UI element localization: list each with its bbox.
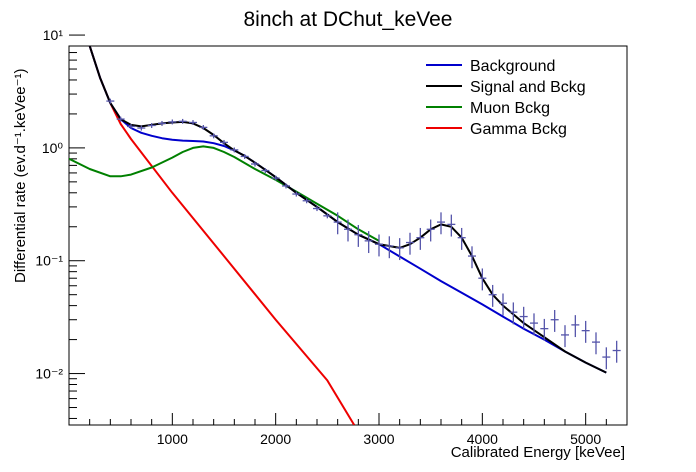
y-axis-label: Differential rate (ev.d⁻¹.keVee⁻¹) (12, 68, 29, 283)
legend-label: Background (470, 58, 555, 75)
x-tick-label: 1000 (157, 431, 188, 447)
legend-label: Muon Bckg (470, 100, 550, 117)
data-point (499, 293, 507, 316)
data-point (106, 98, 115, 104)
data-point (612, 340, 621, 363)
legend-label: Signal and Bckg (470, 79, 586, 96)
data-point (354, 224, 363, 247)
axes-ticks: 1000 2000 3000 4000 5000 10⁻² 10⁻¹ 10⁰ 10¹ (35, 27, 607, 447)
y-tick-label: 10¹ (43, 27, 64, 43)
data-point (416, 227, 425, 250)
data-point (240, 154, 249, 159)
data-point (581, 320, 590, 343)
data-point (147, 123, 156, 128)
x-tick-label: 2000 (260, 431, 291, 447)
data-point (302, 198, 311, 204)
legend: Background Signal and Bckg Muon Bckg Gamma … (426, 58, 586, 138)
x-tick-label: 5000 (570, 431, 601, 447)
legend-entry: Gamma Bckg (426, 121, 567, 138)
data-point (313, 206, 321, 212)
data-point (189, 120, 197, 125)
data-point (344, 219, 352, 242)
data-point (488, 284, 497, 307)
x-tick-label: 4000 (467, 431, 498, 447)
data-point (602, 347, 611, 370)
data-point (116, 116, 125, 122)
legend-entry: Signal and Bckg (426, 79, 586, 96)
data-point (385, 236, 394, 259)
x-tick-label: 3000 (363, 431, 394, 447)
data-point (540, 318, 549, 341)
data-point (395, 238, 404, 261)
data-point (519, 306, 528, 329)
data-point (364, 231, 373, 254)
data-point (426, 219, 435, 242)
data-point (447, 214, 456, 237)
data-point (178, 118, 187, 124)
data-point (509, 302, 518, 325)
data-point (220, 139, 228, 145)
data-point (282, 183, 290, 189)
data-point (561, 325, 569, 348)
data-point (251, 161, 259, 167)
data-point (137, 125, 146, 131)
data-point (457, 227, 466, 250)
legend-entry: Background (426, 58, 555, 75)
data-point (406, 232, 414, 255)
data-point (199, 124, 208, 130)
data-point (571, 315, 580, 338)
y-tick-label: 10⁰ (42, 140, 64, 156)
data-point (530, 313, 538, 336)
data-point (127, 124, 135, 129)
data-point (323, 213, 332, 219)
data-point (375, 234, 383, 257)
series-line-gamma-bckg (88, 46, 356, 425)
data-point (478, 268, 487, 291)
data-point (333, 212, 342, 235)
data-point (158, 120, 166, 126)
y-tick-label: 10⁻¹ (35, 253, 63, 269)
data-points-layer (106, 98, 621, 370)
y-tick-label: 10⁻² (35, 366, 63, 382)
data-point (550, 309, 559, 332)
legend-entry: Muon Bckg (426, 100, 550, 117)
data-point (209, 133, 218, 139)
data-point (437, 212, 445, 235)
series-line-muon-bckg (69, 145, 380, 242)
plot-frame (68, 45, 628, 426)
data-point (261, 168, 270, 174)
data-point (168, 119, 177, 125)
data-point (468, 246, 476, 269)
legend-label: Gamma Bckg (470, 121, 567, 138)
chart-title: 8inch at DChut_keVee (244, 8, 453, 31)
data-point (271, 175, 280, 181)
data-point (230, 147, 239, 153)
data-point (292, 191, 301, 197)
data-point (592, 332, 600, 355)
x-axis-label: Calibrated Energy [keVee] (451, 444, 625, 461)
